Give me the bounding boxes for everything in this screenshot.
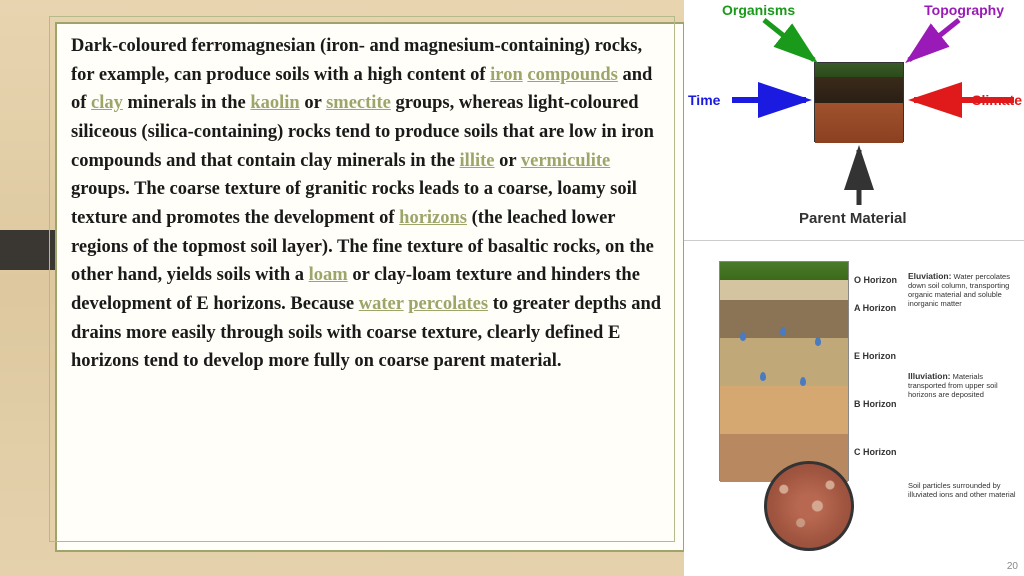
desc-eluviation: Eluviation: Water percolates down soil c… [908,271,1018,308]
right-figure-column: Organisms Topography Time Climate Parent… [684,0,1024,576]
desc-illuviation: Illuviation: Materials transported from … [908,371,1018,399]
inline-link[interactable]: horizons [399,208,467,228]
label-a-horizon: A Horizon [854,303,896,313]
factor-arrows [684,0,1024,240]
main-text-panel: Dark-coloured ferromagnesian (iron- and … [55,22,685,552]
soil-profile-block [719,261,849,481]
inline-link[interactable]: clay [91,93,123,113]
label-e-horizon: E Horizon [854,351,896,361]
inline-link[interactable]: compounds [527,65,617,85]
label-o-horizon: O Horizon [854,275,897,285]
label-b-horizon: B Horizon [854,399,897,409]
soil-profile-diagram: O Horizon A Horizon E Horizon B Horizon … [684,240,1024,576]
soil-factors-diagram: Organisms Topography Time Climate Parent… [684,0,1024,240]
magnifier-circle [764,461,854,551]
inline-link[interactable]: vermiculite [521,151,610,171]
inline-link[interactable]: illite [460,151,495,171]
inline-link[interactable]: smectite [326,93,391,113]
inline-link[interactable]: water [359,294,404,314]
page-number: 20 [1007,561,1018,572]
inline-link[interactable]: loam [309,265,348,285]
body-paragraph: Dark-coloured ferromagnesian (iron- and … [71,32,669,376]
inline-link[interactable]: percolates [408,294,488,314]
inline-link[interactable]: iron [490,65,523,85]
label-c-horizon: C Horizon [854,447,897,457]
desc-particles: Soil particles surrounded by illuviated … [908,481,1018,499]
inline-link[interactable]: kaolin [250,93,299,113]
